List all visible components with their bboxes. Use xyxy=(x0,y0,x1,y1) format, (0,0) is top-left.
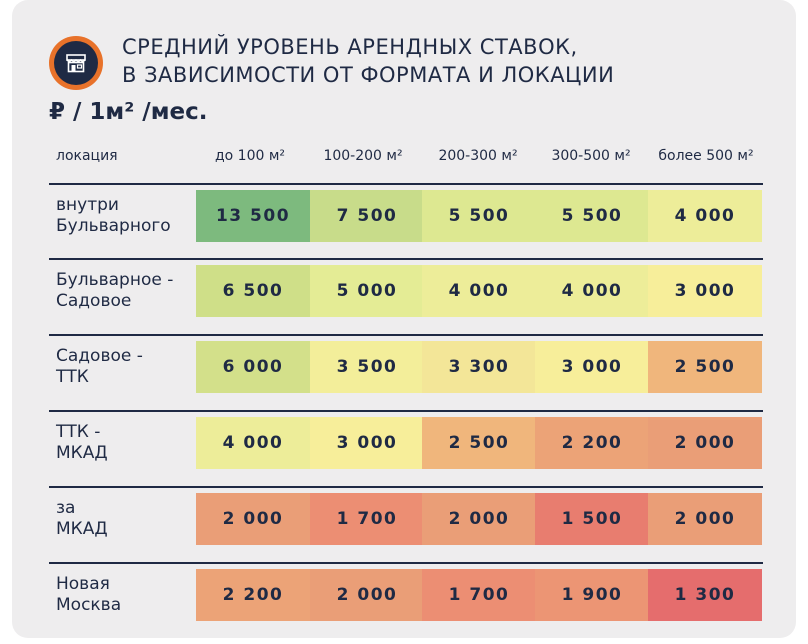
table-cell: 1 900 xyxy=(535,569,649,621)
table-cell: 3 300 xyxy=(422,341,536,393)
logo-badge xyxy=(49,36,103,90)
row-divider xyxy=(49,486,763,488)
table-cell: 5 500 xyxy=(422,190,536,242)
table-cell: 2 200 xyxy=(196,569,310,621)
table-cell: 6 000 xyxy=(196,341,310,393)
row-divider xyxy=(49,410,763,412)
table-row: за МКАД 2 000 1 700 2 000 1 500 2 000 xyxy=(0,486,808,552)
row-label-location: Бульварное - Садовое xyxy=(56,270,174,311)
row-label-location: за МКАД xyxy=(56,498,108,539)
table-cell: 1 300 xyxy=(648,569,762,621)
chart-title-line: В ЗАВИСИМОСТИ ОТ ФОРМАТА И ЛОКАЦИИ xyxy=(122,63,615,87)
table-cell: 2 200 xyxy=(535,417,649,469)
table-cell: 4 000 xyxy=(196,417,310,469)
table-cell: 5 000 xyxy=(310,265,424,317)
chart-title: СРЕДНИЙ УРОВЕНЬ АРЕНДНЫХ СТАВОК, В ЗАВИС… xyxy=(122,33,614,89)
table-header: локация до 100 м² 100-200 м² 200-300 м² 300-… xyxy=(0,148,808,170)
table-cell: 2 000 xyxy=(310,569,424,621)
row-divider xyxy=(49,562,763,564)
table-cell: 4 000 xyxy=(535,265,649,317)
table-cell: 3 500 xyxy=(310,341,424,393)
column-header-location: локация xyxy=(56,148,118,164)
row-label-location: внутри Бульварного xyxy=(56,195,171,236)
table-row: ТТК - МКАД 4 000 3 000 2 500 2 200 2 000 xyxy=(0,410,808,476)
column-header: 200-300 м² xyxy=(438,148,518,164)
row-divider xyxy=(49,334,763,336)
table-cell: 2 000 xyxy=(648,417,762,469)
table-cell: 6 500 xyxy=(196,265,310,317)
column-header: 300-500 м² xyxy=(551,148,631,164)
column-header: более 500 м² xyxy=(658,148,754,164)
column-header: до 100 м² xyxy=(214,148,286,164)
table-cell: 1 500 xyxy=(535,493,649,545)
row-label-location: Новая Москва xyxy=(56,574,122,615)
table-row: Новая Москва 2 200 2 000 1 700 1 900 1 300 xyxy=(0,562,808,628)
row-divider xyxy=(49,183,763,185)
table-cell: 4 000 xyxy=(422,265,536,317)
table-cell: 2 500 xyxy=(422,417,536,469)
column-header: 100-200 м² xyxy=(323,148,403,164)
unit-label: ₽ / 1м² /мес. xyxy=(49,99,208,125)
table-row: внутри Бульварного 13 500 7 500 5 500 5 500 4… xyxy=(0,183,808,249)
table-cell: 2 000 xyxy=(422,493,536,545)
table-cell: 2 000 xyxy=(196,493,310,545)
table-cell: 3 000 xyxy=(648,265,762,317)
table-cell: 2 500 xyxy=(648,341,762,393)
table-cell: 2 000 xyxy=(648,493,762,545)
table-cell: 7 500 xyxy=(310,190,424,242)
table-row: Садовое - ТТК 6 000 3 500 3 300 3 000 2 500 xyxy=(0,334,808,400)
table-cell: 5 500 xyxy=(535,190,649,242)
row-label-location: ТТК - МКАД xyxy=(56,422,108,463)
table-cell: 4 000 xyxy=(648,190,762,242)
chart-title-line: СРЕДНИЙ УРОВЕНЬ АРЕНДНЫХ СТАВОК, xyxy=(122,35,578,59)
table-cell: 3 000 xyxy=(535,341,649,393)
table-cell: 3 000 xyxy=(310,417,424,469)
row-divider xyxy=(49,258,763,260)
row-label-location: Садовое - ТТК xyxy=(56,346,143,387)
table-row: Бульварное - Садовое 6 500 5 000 4 000 4 000… xyxy=(0,258,808,324)
table-cell: 13 500 xyxy=(196,190,310,242)
storefront-icon xyxy=(54,41,98,85)
table-cell: 1 700 xyxy=(422,569,536,621)
table-cell: 1 700 xyxy=(310,493,424,545)
